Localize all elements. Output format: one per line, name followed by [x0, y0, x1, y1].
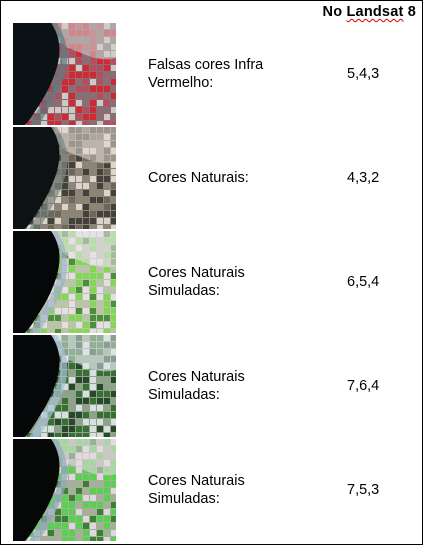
composition-row-5: Cores Naturais Simuladas: 7,5,3 [13, 439, 418, 541]
composition-name: Cores Naturais Simuladas: [148, 473, 245, 507]
band-combination: 7,5,3 [347, 482, 380, 498]
header-prefix: No [322, 4, 347, 20]
satellite-image [13, 127, 116, 229]
satellite-image [13, 23, 116, 125]
satellite-image [13, 439, 116, 541]
satellite-image [13, 231, 116, 333]
band-combination: 6,5,4 [347, 274, 380, 290]
composition-name: Cores Naturais Simuladas: [148, 265, 245, 299]
composition-name: Falsas cores Infra Vermelho: [148, 57, 264, 91]
band-combination: 5,4,3 [347, 66, 380, 82]
composition-name: Cores Naturais: [148, 170, 249, 186]
band-combination: 7,6,4 [347, 378, 380, 394]
composition-row-1: Falsas cores Infra Vermelho: 5,4,3 [13, 23, 418, 125]
satellite-thumbnail [13, 335, 116, 437]
composition-row-3: Cores Naturais Simuladas: 6,5,4 [13, 231, 418, 333]
satellite-thumbnail [13, 439, 116, 541]
satellite-thumbnail [13, 127, 116, 229]
composition-name: Cores Naturais Simuladas: [148, 369, 245, 403]
header-landsat: Landsat [346, 4, 404, 20]
satellite-thumbnail [13, 23, 116, 125]
band-combination: 4,3,2 [347, 170, 380, 186]
satellite-thumbnail [13, 231, 116, 333]
satellite-image [13, 335, 116, 437]
composition-row-4: Cores Naturais Simuladas: 7,6,4 [13, 335, 418, 437]
header-suffix: 8 [403, 4, 416, 20]
section-header: No Landsat 8 [323, 4, 416, 20]
composition-row-2: Cores Naturais: 4,3,2 [13, 127, 418, 229]
